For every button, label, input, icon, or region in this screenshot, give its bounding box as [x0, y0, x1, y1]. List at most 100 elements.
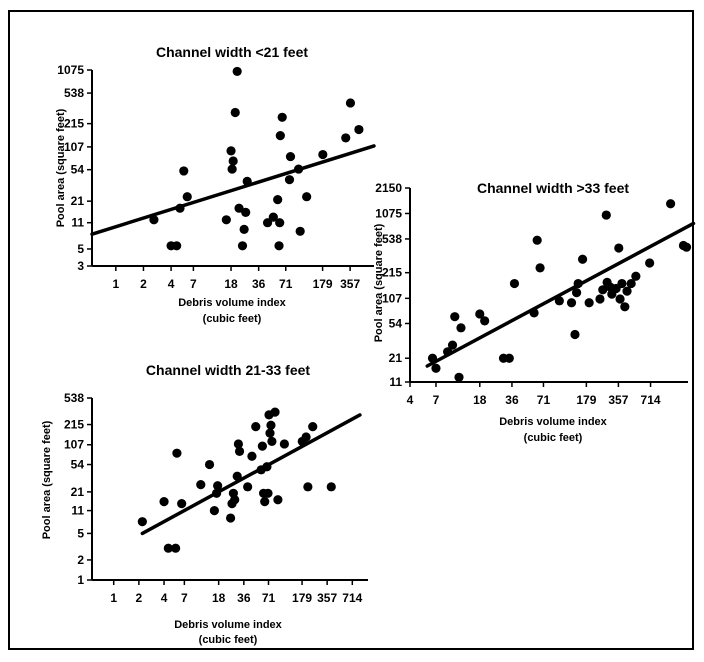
- figure-frame: [8, 10, 694, 650]
- data-point: [221, 215, 231, 225]
- x-tick-label: 357: [340, 277, 360, 291]
- data-point: [631, 271, 641, 281]
- data-point: [318, 149, 328, 160]
- x-tick-label: 18: [212, 591, 226, 605]
- x-tick-label: 179: [576, 393, 596, 407]
- data-point: [295, 226, 305, 236]
- data-point: [303, 482, 313, 492]
- y-tick-label: 11: [71, 216, 84, 230]
- data-point: [163, 543, 173, 553]
- data-point: [172, 448, 182, 458]
- data-point: [239, 224, 249, 234]
- y-tick-label: 54: [71, 458, 85, 472]
- x-tick-label: 1: [112, 277, 119, 291]
- chart-medium: Channel width 21-33 feet1251121541072155…: [41, 362, 368, 646]
- y-tick-label: 1075: [57, 63, 84, 77]
- data-point: [427, 353, 438, 363]
- data-point: [262, 218, 273, 228]
- data-point: [450, 312, 460, 322]
- y-tick-label: 21: [71, 194, 85, 208]
- trend-line: [425, 221, 696, 368]
- data-point: [617, 278, 627, 289]
- y-tick-label: 538: [64, 86, 84, 100]
- data-point: [301, 432, 311, 442]
- data-point: [232, 471, 242, 481]
- data-point: [279, 439, 289, 449]
- data-point: [645, 258, 655, 268]
- x-tick-label: 357: [317, 591, 337, 605]
- x-axis-label: Debris volume index: [174, 619, 282, 631]
- data-point: [284, 175, 295, 185]
- y-tick-label: 215: [64, 117, 84, 131]
- data-point: [480, 316, 490, 326]
- x-tick-label: 4: [407, 393, 414, 407]
- data-point: [242, 176, 252, 186]
- chart-wide: Channel width >33 feet 11 21 54 107 215 538 107…: [373, 180, 696, 444]
- data-point: [227, 164, 237, 174]
- x-tick-label: 4: [161, 591, 168, 605]
- data-point: [209, 505, 219, 516]
- data-point: [626, 278, 636, 289]
- data-point: [273, 495, 283, 505]
- x-tick-label: 7: [190, 277, 197, 291]
- data-point: [447, 340, 458, 350]
- data-point: [554, 296, 564, 306]
- y-tick-label: 21: [389, 351, 403, 365]
- data-point: [179, 166, 189, 176]
- data-point: [230, 495, 240, 505]
- data-point: [584, 298, 594, 308]
- y-tick-label: 2: [77, 553, 84, 567]
- data-point: [213, 481, 223, 491]
- y-tick-label: 107: [64, 140, 84, 154]
- y-axis-label: Pool area (square feet): [55, 108, 67, 227]
- y-tick-label: 21: [71, 485, 85, 499]
- x-tick-label: 7: [433, 393, 440, 407]
- data-point: [456, 323, 466, 333]
- y-tick-label: 1: [77, 573, 84, 587]
- y-axis-label: Pool area (square feet): [373, 223, 385, 342]
- chart-title: Channel width 21-33 feet: [146, 362, 310, 378]
- data-point: [175, 203, 185, 213]
- x-axis-label: Debris volume index: [178, 297, 286, 309]
- data-point: [265, 428, 275, 438]
- data-point: [243, 482, 253, 492]
- x-tick-label: 2: [136, 591, 143, 605]
- data-point: [277, 112, 287, 122]
- data-point: [182, 192, 192, 202]
- data-point: [535, 263, 545, 273]
- x-axis-unit-label: (cubic feet): [199, 634, 258, 646]
- data-point: [275, 131, 285, 141]
- x-tick-label: 714: [641, 393, 661, 407]
- data-point: [532, 235, 542, 245]
- x-axis-unit-label: (cubic feet): [203, 313, 262, 325]
- x-tick-label: 2: [140, 277, 147, 291]
- data-point: [681, 242, 692, 252]
- data-point: [620, 302, 630, 312]
- x-tick-label: 357: [608, 393, 628, 407]
- x-tick-label: 71: [537, 393, 551, 407]
- data-point: [601, 210, 611, 220]
- chart-title: Channel width <21 feet: [156, 44, 308, 60]
- y-tick-label: 107: [382, 291, 402, 305]
- chart-title: Channel width >33 feet: [477, 180, 629, 196]
- data-point: [266, 420, 276, 430]
- x-axis-unit-label: (cubic feet): [524, 432, 583, 444]
- data-point: [149, 215, 159, 225]
- data-point: [177, 499, 187, 509]
- data-point: [614, 243, 624, 253]
- x-tick-label: 7: [181, 591, 188, 605]
- data-point: [232, 66, 242, 77]
- data-point: [247, 451, 257, 461]
- data-point: [268, 212, 278, 222]
- x-tick-label: 18: [473, 393, 487, 407]
- data-point: [475, 309, 485, 319]
- data-point: [354, 124, 364, 135]
- x-tick-label: 71: [262, 591, 276, 605]
- data-point: [251, 422, 261, 432]
- y-tick-label: 215: [382, 266, 402, 280]
- trend-line: [90, 144, 376, 236]
- data-point: [171, 543, 181, 553]
- data-point: [211, 488, 222, 498]
